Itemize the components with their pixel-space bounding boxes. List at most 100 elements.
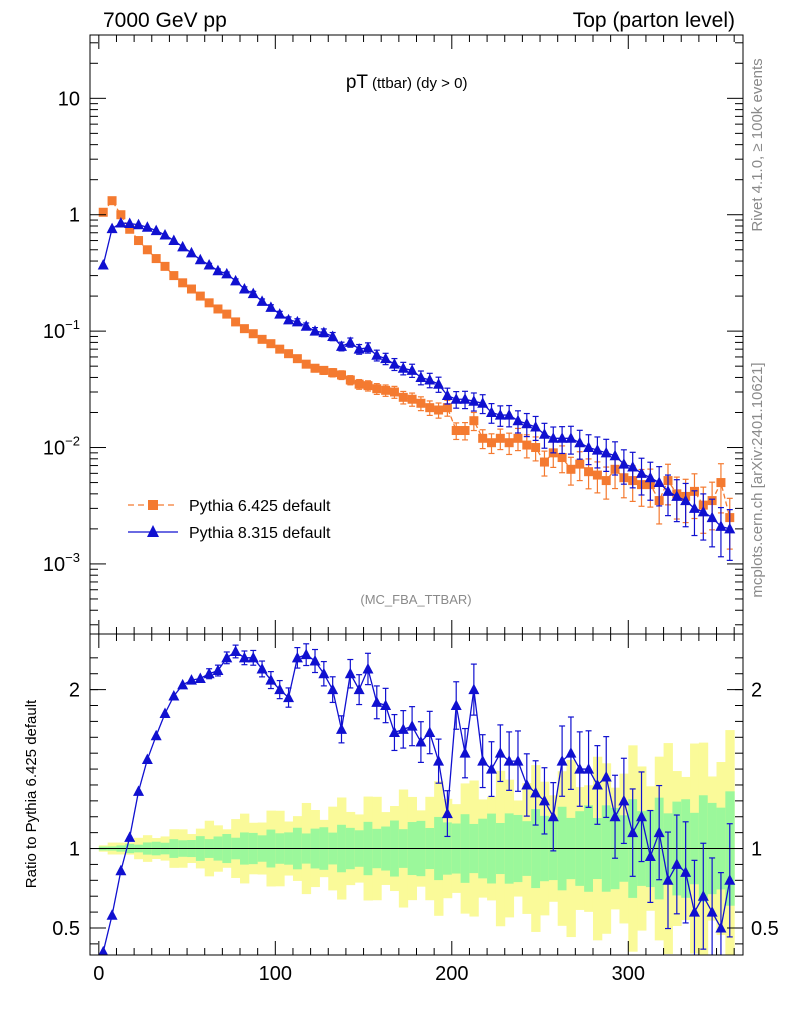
point-pythia8 bbox=[547, 432, 559, 443]
point-pythia8 bbox=[512, 414, 524, 426]
ratio-point bbox=[556, 755, 568, 766]
point-pythia6 bbox=[504, 438, 514, 448]
header-left: 7000 GeV pp bbox=[103, 9, 227, 32]
point-pythia6 bbox=[231, 317, 241, 327]
ratio-point bbox=[203, 667, 215, 679]
legend-entry-pythia8: Pythia 8.315 default bbox=[128, 525, 331, 542]
point-pythia6 bbox=[372, 384, 382, 394]
ratio-point bbox=[680, 866, 692, 877]
ratio-point bbox=[212, 664, 224, 676]
plot-title-sub: (ttbar) (dy > 0) bbox=[372, 75, 467, 92]
point-pythia6 bbox=[381, 385, 391, 395]
point-pythia6 bbox=[169, 271, 179, 281]
legend-marker-pythia6 bbox=[148, 500, 158, 510]
ratio-point bbox=[574, 763, 586, 774]
ratio-point bbox=[538, 794, 550, 806]
point-pythia8 bbox=[168, 234, 180, 246]
ratio-point bbox=[124, 831, 136, 842]
ratio-point bbox=[335, 723, 347, 734]
legend-label-pythia6: Pythia 6.425 default bbox=[189, 498, 331, 515]
point-pythia8 bbox=[256, 295, 268, 306]
point-pythia6 bbox=[151, 254, 161, 264]
point-pythia6 bbox=[592, 470, 602, 480]
point-pythia8 bbox=[494, 409, 506, 420]
ratio-point bbox=[671, 858, 683, 869]
ratio-point bbox=[468, 683, 480, 695]
point-pythia6 bbox=[566, 464, 576, 474]
point-pythia6 bbox=[513, 433, 523, 443]
point-pythia8 bbox=[715, 520, 727, 531]
point-pythia8 bbox=[230, 274, 242, 286]
ratio-point bbox=[274, 683, 286, 695]
point-pythia8 bbox=[680, 494, 692, 506]
point-pythia6 bbox=[195, 291, 205, 301]
ratio-point bbox=[194, 672, 206, 683]
ratio-point bbox=[600, 771, 612, 782]
ratio-point bbox=[486, 763, 498, 774]
point-pythia6 bbox=[495, 433, 505, 443]
point-pythia8 bbox=[327, 330, 339, 341]
point-pythia6 bbox=[539, 457, 549, 467]
ratio-point bbox=[247, 651, 259, 663]
header-right: Top (parton level) bbox=[573, 9, 735, 32]
ratio-point bbox=[441, 807, 453, 819]
ratio-point bbox=[371, 696, 383, 707]
ratio-point bbox=[512, 755, 524, 766]
ratio-point bbox=[344, 667, 356, 679]
ratio-point bbox=[150, 729, 162, 741]
ratio-point bbox=[583, 763, 595, 774]
point-pythia8 bbox=[309, 325, 321, 336]
main-ytick-label: 1 bbox=[69, 205, 80, 227]
ratio-point bbox=[106, 909, 118, 920]
main-ytick-label: 10 bbox=[58, 88, 80, 110]
point-pythia8 bbox=[265, 301, 277, 312]
point-pythia8 bbox=[335, 340, 347, 351]
point-pythia8 bbox=[380, 352, 392, 364]
ratio-point bbox=[653, 826, 665, 838]
point-pythia8 bbox=[424, 374, 436, 385]
point-pythia8 bbox=[415, 371, 427, 382]
ratio-ytick-label-right: 2 bbox=[751, 680, 762, 702]
point-pythia8 bbox=[388, 358, 400, 369]
ratio-point bbox=[494, 747, 506, 758]
point-pythia6 bbox=[478, 433, 488, 443]
ratio-point bbox=[309, 655, 321, 666]
point-pythia6 bbox=[257, 334, 267, 344]
ratio-point bbox=[688, 906, 700, 917]
point-pythia8 bbox=[538, 428, 550, 439]
point-pythia6 bbox=[434, 405, 444, 415]
point-pythia6 bbox=[284, 349, 294, 359]
point-pythia6 bbox=[336, 370, 346, 380]
point-pythia8 bbox=[688, 502, 700, 513]
ratio-point bbox=[477, 755, 489, 766]
ratio-point bbox=[300, 648, 312, 660]
point-pythia8 bbox=[486, 406, 498, 417]
main-plot-frame bbox=[89, 34, 744, 635]
ratio-point bbox=[591, 778, 603, 790]
point-pythia8 bbox=[212, 264, 224, 276]
ratio-point bbox=[177, 678, 189, 690]
point-pythia8 bbox=[644, 471, 656, 483]
point-pythia8 bbox=[97, 258, 109, 270]
point-pythia8 bbox=[247, 287, 259, 299]
point-pythia8 bbox=[503, 409, 515, 420]
point-pythia8 bbox=[159, 228, 171, 240]
point-pythia8 bbox=[609, 449, 621, 461]
main-plot: 10 1 10−1 10−2 10−3 pT (ttbar) (dy > 0) (MC_… bbox=[43, 34, 744, 635]
ratio-point bbox=[503, 755, 515, 766]
point-pythia6 bbox=[310, 363, 320, 373]
xtick-label: 200 bbox=[435, 963, 468, 985]
ratio-point bbox=[609, 810, 621, 822]
point-pythia6 bbox=[213, 304, 223, 314]
point-pythia6 bbox=[266, 339, 276, 349]
point-pythia8 bbox=[530, 421, 542, 432]
point-pythia6 bbox=[363, 381, 373, 391]
point-pythia6 bbox=[301, 359, 311, 369]
point-pythia8 bbox=[238, 283, 250, 294]
point-pythia6 bbox=[319, 365, 329, 375]
legend-label-pythia8: Pythia 8.315 default bbox=[189, 525, 331, 542]
point-pythia8 bbox=[600, 446, 612, 458]
point-pythia6 bbox=[425, 403, 435, 413]
point-pythia6 bbox=[584, 467, 594, 477]
